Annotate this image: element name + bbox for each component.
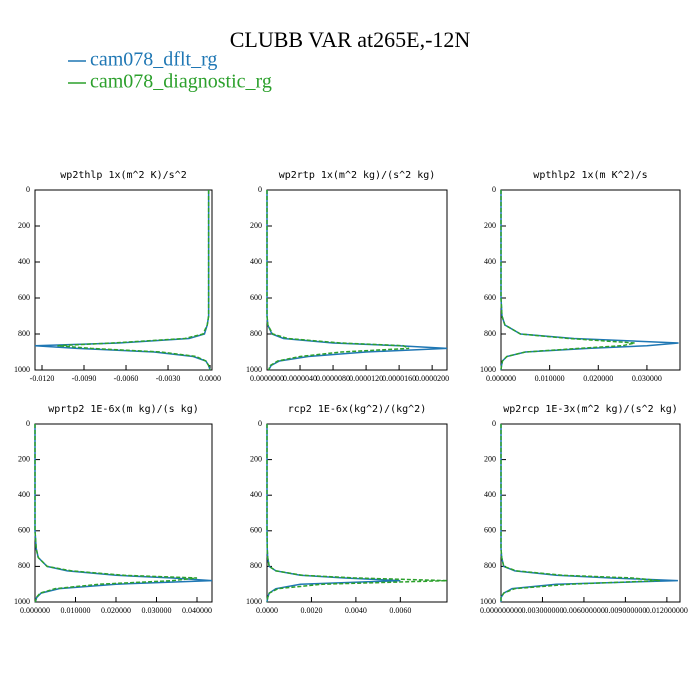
legend-label: cam078_diagnostic_rg <box>90 71 272 93</box>
panel-title: wprtp2 1E-6x(m kg)/(s kg) <box>48 404 199 415</box>
y-tick-label: 1000 <box>480 597 496 606</box>
series-line <box>57 190 211 371</box>
panel-title: wpthlp2 1x(m K^2)/s <box>533 170 647 181</box>
y-tick-label: 800 <box>18 561 30 570</box>
y-tick-label: 0 <box>258 185 262 194</box>
y-tick-label: 200 <box>484 221 496 230</box>
x-tick-label: 0.020000 <box>583 374 613 383</box>
x-tick-label: 0.030000 <box>632 374 662 383</box>
x-tick-label: 0.0000 <box>256 606 278 615</box>
y-tick-label: 0 <box>258 419 262 428</box>
y-tick-label: 200 <box>18 454 30 463</box>
x-tick-label: 0.0020 <box>300 606 322 615</box>
y-tick-label: 400 <box>18 490 30 499</box>
plot-frame <box>500 423 681 603</box>
series-line <box>266 424 401 603</box>
y-tick-label: 0 <box>492 419 496 428</box>
y-tick-label: 600 <box>18 526 30 535</box>
y-tick-label: 1000 <box>14 365 30 374</box>
series-line <box>266 190 410 371</box>
y-tick-label: 800 <box>484 329 496 338</box>
x-tick-label: 0.000000 <box>486 374 516 383</box>
y-tick-label: 800 <box>250 329 262 338</box>
y-tick-label: 600 <box>484 293 496 302</box>
y-tick-label: 0 <box>26 419 30 428</box>
x-tick-label: 0.030000 <box>142 606 172 615</box>
y-tick-label: 200 <box>18 221 30 230</box>
x-tick-label: -0.0060 <box>114 374 139 383</box>
plot-frame <box>34 189 213 371</box>
x-tick-label: -0.0120 <box>30 374 55 383</box>
y-tick-label: 200 <box>250 221 262 230</box>
series-line <box>34 424 198 603</box>
y-tick-label: 800 <box>18 329 30 338</box>
plot-frame <box>500 189 681 371</box>
y-tick-label: 800 <box>484 561 496 570</box>
x-tick-label: 0.0000200 <box>415 374 449 383</box>
series-line <box>34 190 211 371</box>
y-tick-label: 1000 <box>246 597 262 606</box>
y-tick-label: 1000 <box>14 597 30 606</box>
x-tick-label: 0.0060 <box>389 606 411 615</box>
x-tick-label: 0.006000000 <box>563 606 605 615</box>
y-tick-label: 200 <box>250 454 262 463</box>
series-line <box>500 424 661 602</box>
y-tick-label: 400 <box>250 490 262 499</box>
y-tick-label: 800 <box>250 561 262 570</box>
y-tick-label: 200 <box>484 454 496 463</box>
y-tick-label: 600 <box>18 293 30 302</box>
x-tick-label: -0.0030 <box>156 374 181 383</box>
x-tick-label: 0.020000 <box>101 606 131 615</box>
plot-frame <box>266 423 448 603</box>
y-tick-label: 600 <box>250 293 262 302</box>
y-tick-label: 1000 <box>480 365 496 374</box>
x-tick-label: 0.010000 <box>61 606 91 615</box>
x-tick-label: 0.003000000 <box>521 606 563 615</box>
x-tick-label: 0.009000000 <box>604 606 646 615</box>
x-tick-label: 0.000000 <box>20 606 50 615</box>
y-tick-label: 0 <box>492 185 496 194</box>
legend-label: cam078_dflt_rg <box>90 49 217 71</box>
y-tick-label: 0 <box>26 185 30 194</box>
y-tick-label: 400 <box>484 490 496 499</box>
x-tick-label: 0.0040 <box>345 606 367 615</box>
y-tick-label: 400 <box>250 257 262 266</box>
y-tick-label: 400 <box>484 257 496 266</box>
series-line <box>500 190 635 371</box>
x-tick-label: 0.0000120 <box>349 374 383 383</box>
panel-title: wp2rcp 1E-3x(m^2 kg)/(s^2 kg) <box>503 404 678 415</box>
x-tick-label: 0.0000040 <box>283 374 317 383</box>
panel-title: rcp2 1E-6x(kg^2)/(kg^2) <box>288 404 426 415</box>
y-tick-label: 1000 <box>246 365 262 374</box>
x-tick-label: 0.0000080 <box>316 374 350 383</box>
x-tick-label: 0.0000 <box>199 374 221 383</box>
panel-title: wp2thlp 1x(m^2 K)/s^2 <box>60 170 186 181</box>
x-tick-label: 0.0000000 <box>250 374 284 383</box>
x-tick-label: 0.000000000 <box>480 606 522 615</box>
x-tick-label: 0.040000 <box>182 606 212 615</box>
page-title: CLUBB VAR at265E,-12N <box>230 27 471 52</box>
series-line <box>500 190 679 371</box>
y-tick-label: 600 <box>484 526 496 535</box>
y-tick-label: 600 <box>250 526 262 535</box>
y-tick-label: 400 <box>18 257 30 266</box>
x-tick-label: 0.012000000 <box>646 606 688 615</box>
panel-title: wp2rtp 1x(m^2 kg)/(s^2 kg) <box>279 170 436 181</box>
series-line <box>266 424 448 603</box>
x-tick-label: -0.0090 <box>72 374 97 383</box>
series-line <box>500 424 678 602</box>
x-tick-label: 0.010000 <box>535 374 565 383</box>
x-tick-label: 0.0000160 <box>382 374 416 383</box>
